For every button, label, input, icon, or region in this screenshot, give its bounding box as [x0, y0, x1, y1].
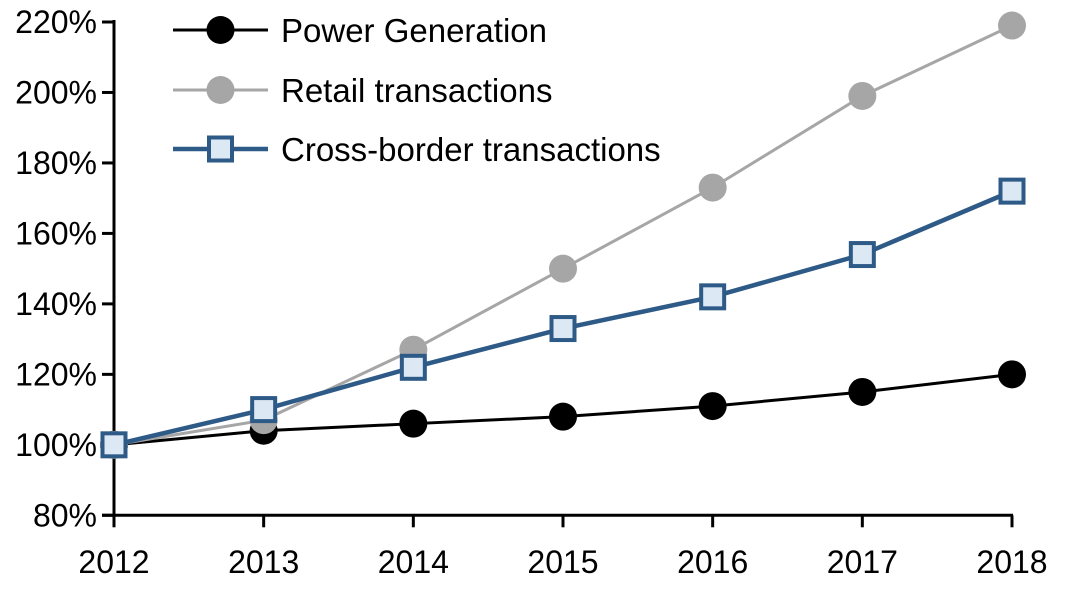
y-tick-label: 100%	[15, 427, 97, 463]
y-tick-label: 80%	[33, 497, 97, 533]
data-point	[848, 377, 877, 406]
data-point	[100, 431, 128, 459]
x-tick-label: 2015	[527, 544, 598, 580]
data-point	[998, 360, 1026, 389]
data-point	[399, 353, 427, 381]
x-tick-label: 2016	[677, 544, 748, 580]
x-tick-label: 2012	[78, 544, 149, 580]
plot-area	[100, 11, 1026, 459]
y-tick-label: 120%	[15, 356, 97, 392]
data-point	[998, 11, 1026, 40]
legend-marker	[206, 76, 235, 104]
data-point	[250, 396, 278, 424]
y-tick-label: 200%	[15, 74, 97, 110]
data-point	[549, 254, 577, 283]
legend-item: Cross-border transactions	[173, 131, 661, 168]
y-tick-label: 140%	[15, 286, 97, 322]
legend-label: Power Generation	[281, 12, 547, 49]
legend: Power Generation Retail transactions Cross…	[173, 12, 661, 168]
x-tick-label: 2017	[827, 544, 898, 580]
legend-marker	[206, 16, 235, 44]
data-point	[848, 81, 877, 110]
x-tick-label: 2014	[378, 544, 449, 580]
legend-item: Power Generation	[173, 12, 547, 49]
data-point	[698, 392, 727, 421]
y-tick-label: 160%	[15, 215, 97, 251]
x-tick-label: 2018	[976, 544, 1047, 580]
series-line-1	[113, 24, 1013, 447]
data-point	[549, 315, 577, 343]
data-point	[699, 283, 727, 311]
legend-label: Retail transactions	[281, 72, 552, 109]
data-point	[399, 409, 428, 438]
x-tick-label: 2013	[228, 544, 299, 580]
data-point	[698, 173, 727, 202]
y-tick-label: 180%	[15, 145, 97, 181]
data-point	[998, 177, 1026, 205]
y-tick-label: 220%	[15, 4, 97, 40]
axes: 80% 100% 120% 140% 160% 180% 200% 220% 2012 2013 2…	[15, 4, 1047, 580]
legend-label: Cross-border transactions	[281, 131, 661, 168]
legend-marker	[207, 135, 234, 163]
legend-item: Retail transactions	[173, 72, 552, 109]
data-point	[848, 241, 876, 269]
data-point	[549, 402, 577, 431]
